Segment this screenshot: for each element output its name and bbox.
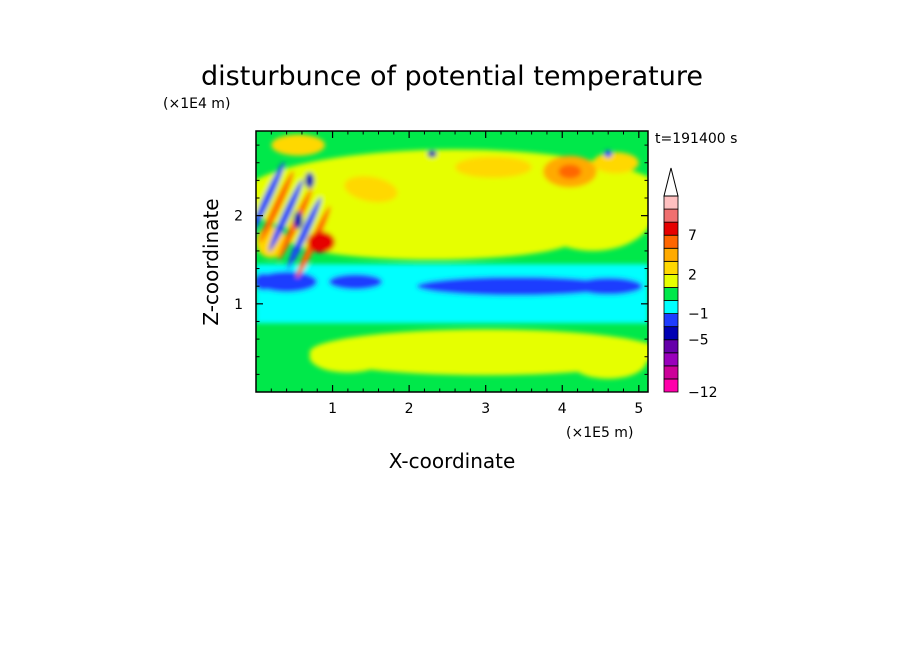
colorbar-swatch bbox=[663, 339, 679, 354]
upper-yellow-layer bbox=[286, 215, 578, 260]
red-patch bbox=[558, 164, 582, 179]
y-tick-label: 2 bbox=[234, 209, 243, 225]
x-tick-label: 2 bbox=[405, 401, 414, 417]
lower-yellow-layer bbox=[309, 329, 648, 376]
colorbar-swatch bbox=[663, 260, 679, 275]
lower-yellow-layer bbox=[309, 340, 387, 373]
plot-area bbox=[256, 131, 648, 392]
wave-front bbox=[287, 197, 322, 270]
wave-front bbox=[259, 170, 294, 243]
y-unit-label: (×1E4 m) bbox=[163, 96, 230, 112]
orange-patch bbox=[455, 156, 532, 178]
colorbar-label: −1 bbox=[688, 307, 709, 323]
colorbar-swatch bbox=[663, 234, 679, 249]
colorbar-swatch bbox=[663, 287, 679, 301]
colorbar-swatch bbox=[663, 221, 679, 236]
blue-patch bbox=[293, 211, 303, 229]
x-axis: 1 2 3 4 5 bbox=[270, 131, 643, 417]
colorbar-swatch bbox=[663, 300, 679, 314]
colorbar-label: 7 bbox=[688, 228, 697, 244]
colorbar-swatch bbox=[663, 352, 679, 367]
blue-streak bbox=[256, 271, 318, 293]
x-axis-label: X-coordinate bbox=[389, 449, 516, 473]
y-axis-label: Z-coordinate bbox=[199, 198, 223, 325]
colorbar-swatch bbox=[663, 326, 679, 341]
blue-streak bbox=[328, 273, 383, 290]
x-tick-label: 3 bbox=[481, 401, 490, 417]
blue-streak bbox=[573, 277, 643, 296]
plot-frame bbox=[255, 130, 649, 393]
blue-patch bbox=[604, 150, 613, 158]
orange-patch bbox=[271, 134, 325, 156]
orange-patch bbox=[592, 152, 639, 174]
time-label: t=191400 s bbox=[655, 131, 737, 147]
colorbar-swatch bbox=[663, 313, 679, 328]
colorbar-swatch bbox=[663, 378, 679, 393]
colorbar-swatch bbox=[663, 208, 679, 223]
lower-yellow-layer bbox=[569, 343, 647, 379]
colorbar-label: −12 bbox=[688, 385, 718, 401]
x-tick-label: 1 bbox=[328, 401, 337, 417]
colorbar: 7 2 −1 −5 −12 bbox=[663, 167, 718, 401]
colorbar-extend-arrow bbox=[663, 167, 679, 197]
colorbar-swatch bbox=[663, 195, 679, 210]
x-tick-label: 4 bbox=[558, 401, 567, 417]
y-tick-label: 1 bbox=[234, 297, 243, 313]
blue-streak bbox=[416, 276, 616, 296]
x-unit-label: (×1E5 m) bbox=[566, 425, 633, 441]
y-axis: 12 bbox=[234, 144, 648, 375]
blue-patch bbox=[305, 172, 315, 189]
wave-front bbox=[268, 179, 303, 252]
colorbar-swatch bbox=[663, 247, 679, 262]
colorbar-label: −5 bbox=[688, 333, 709, 349]
colorbar-label: 2 bbox=[688, 267, 697, 283]
blue-streak bbox=[256, 272, 273, 291]
chart-title: disturbunce of potential temperature bbox=[201, 61, 703, 92]
field-contours bbox=[256, 134, 648, 379]
colorbar-swatch bbox=[663, 365, 679, 380]
upper-yellow-layer bbox=[531, 171, 648, 251]
red-patch bbox=[307, 231, 335, 253]
colorbar-swatch bbox=[663, 273, 679, 288]
cyan-band bbox=[256, 264, 648, 324]
x-tick-label: 5 bbox=[634, 401, 643, 417]
orange-patch bbox=[344, 176, 398, 203]
blue-patch bbox=[427, 150, 437, 158]
